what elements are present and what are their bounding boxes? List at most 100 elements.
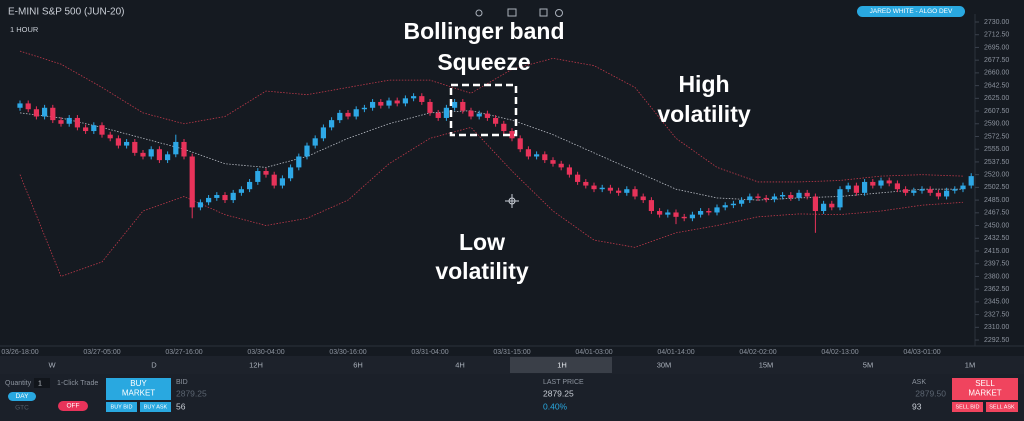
candle-body bbox=[903, 189, 909, 193]
candle-body bbox=[247, 181, 253, 190]
candle-body bbox=[140, 152, 146, 157]
buy-bid-button[interactable] bbox=[106, 402, 137, 412]
x-tick-label: 03/27-16:00 bbox=[165, 349, 202, 356]
sell-ask[interactable]: SELL ASK bbox=[989, 404, 1015, 410]
sell-label[interactable]: MARKET bbox=[968, 389, 1001, 398]
candle-body bbox=[763, 197, 769, 200]
buy-button[interactable] bbox=[106, 378, 171, 400]
timeframe[interactable]: W bbox=[48, 360, 56, 369]
buy-label[interactable]: BUY bbox=[130, 379, 147, 388]
crosshair bbox=[505, 194, 519, 208]
toggle[interactable] bbox=[58, 401, 88, 411]
ask-label: ASK bbox=[912, 379, 926, 386]
candle-body bbox=[255, 171, 261, 182]
candle-body bbox=[714, 207, 720, 213]
timeframe[interactable]: 12H bbox=[249, 360, 263, 369]
sell-bid[interactable]: SELL BID bbox=[956, 404, 980, 410]
buy-ask-button[interactable] bbox=[140, 402, 171, 412]
timeframe[interactable]: D bbox=[151, 360, 157, 369]
user-name[interactable]: JARED WHITE - ALGO DEV bbox=[870, 8, 953, 15]
candle-body bbox=[935, 192, 941, 197]
sell-label[interactable]: SELL bbox=[975, 379, 995, 388]
sell-bid-button[interactable] bbox=[952, 402, 983, 412]
candle-body bbox=[829, 203, 835, 208]
candle-body bbox=[189, 156, 195, 208]
candle-body bbox=[222, 195, 228, 201]
y-tick-label: 2310.00 bbox=[984, 324, 1009, 331]
buy-ask[interactable]: BUY ASK bbox=[144, 404, 168, 410]
candle-body bbox=[894, 183, 900, 190]
annotation: Low bbox=[459, 229, 505, 255]
toolbar[interactable] bbox=[475, 8, 563, 17]
candle-body bbox=[468, 110, 474, 117]
timeframe[interactable]: 1M bbox=[965, 360, 975, 369]
candle-body bbox=[91, 125, 97, 132]
y-tick-label: 2695.00 bbox=[984, 44, 1009, 51]
timeframe[interactable]: 4H bbox=[455, 360, 465, 369]
sell-ask-button[interactable] bbox=[986, 402, 1018, 412]
candle-body bbox=[206, 197, 212, 203]
day[interactable]: DAY bbox=[16, 393, 30, 400]
candle-body bbox=[796, 192, 802, 198]
y-tick-label: 2677.50 bbox=[984, 57, 1009, 64]
y-tick-label: 2730.00 bbox=[984, 19, 1009, 26]
buy-bid[interactable]: BUY BID bbox=[111, 404, 133, 410]
candle-body bbox=[312, 138, 318, 146]
candle-body bbox=[534, 154, 540, 157]
timeframe[interactable]: 5M bbox=[863, 360, 873, 369]
candle-body bbox=[58, 120, 64, 124]
candle-body bbox=[25, 103, 31, 110]
timeframe[interactable]: 15M bbox=[759, 360, 774, 369]
quantity-box[interactable] bbox=[34, 378, 50, 388]
candle-body bbox=[288, 167, 294, 179]
day-button[interactable] bbox=[8, 392, 36, 401]
candle-body bbox=[821, 203, 827, 212]
candle-body bbox=[911, 190, 917, 193]
candle-body bbox=[968, 176, 974, 186]
gtc[interactable]: GTC bbox=[15, 405, 29, 412]
x-tick-label: 03/31-15:00 bbox=[493, 349, 530, 356]
candle-body bbox=[263, 171, 269, 175]
interval[interactable]: 1 HOUR bbox=[10, 25, 39, 34]
timeframe[interactable]: 6H bbox=[353, 360, 363, 369]
buy-label[interactable]: MARKET bbox=[122, 389, 155, 398]
candle-body bbox=[304, 145, 310, 157]
candle-body bbox=[788, 195, 794, 198]
user-button[interactable] bbox=[857, 6, 965, 17]
timeframe[interactable]: 1H bbox=[557, 360, 567, 369]
candle-body bbox=[550, 160, 556, 164]
candle-body bbox=[460, 101, 466, 111]
candle-body bbox=[173, 141, 179, 155]
candle-body bbox=[698, 211, 704, 215]
quantity[interactable]: 1 bbox=[38, 380, 42, 387]
y-tick-label: 2362.50 bbox=[984, 286, 1009, 293]
candle-body bbox=[402, 98, 408, 104]
candle-body bbox=[747, 196, 753, 201]
selected-timeframe bbox=[510, 357, 612, 373]
candle-body bbox=[378, 101, 384, 106]
x-tick-label: 04/02-13:00 bbox=[821, 349, 858, 356]
candle-body bbox=[640, 196, 646, 201]
last-price: 2879.25 bbox=[543, 388, 574, 398]
candle-body bbox=[353, 109, 359, 117]
sell-button[interactable] bbox=[952, 378, 1018, 400]
band-upper bbox=[19, 50, 964, 183]
timeframe[interactable]: 30M bbox=[657, 360, 672, 369]
candle-body bbox=[493, 117, 499, 124]
candle-body bbox=[771, 196, 777, 200]
y-tick-label: 2380.00 bbox=[984, 273, 1009, 280]
candle-body bbox=[730, 203, 736, 206]
one-click: 1-Click Trade bbox=[57, 380, 98, 387]
x-tick-label: 03/27-05:00 bbox=[83, 349, 120, 356]
candle-body bbox=[853, 185, 859, 193]
candle-body bbox=[230, 192, 236, 201]
annotation: Squeeze bbox=[437, 49, 530, 75]
y-tick-label: 2502.50 bbox=[984, 184, 1009, 191]
candle-body bbox=[886, 180, 892, 184]
toggle-label[interactable]: OFF bbox=[67, 403, 80, 410]
candle-body bbox=[870, 181, 876, 186]
y-tick-label: 2625.00 bbox=[984, 95, 1009, 102]
symbol[interactable]: E-MINI S&P 500 (JUN-20) bbox=[8, 7, 125, 18]
